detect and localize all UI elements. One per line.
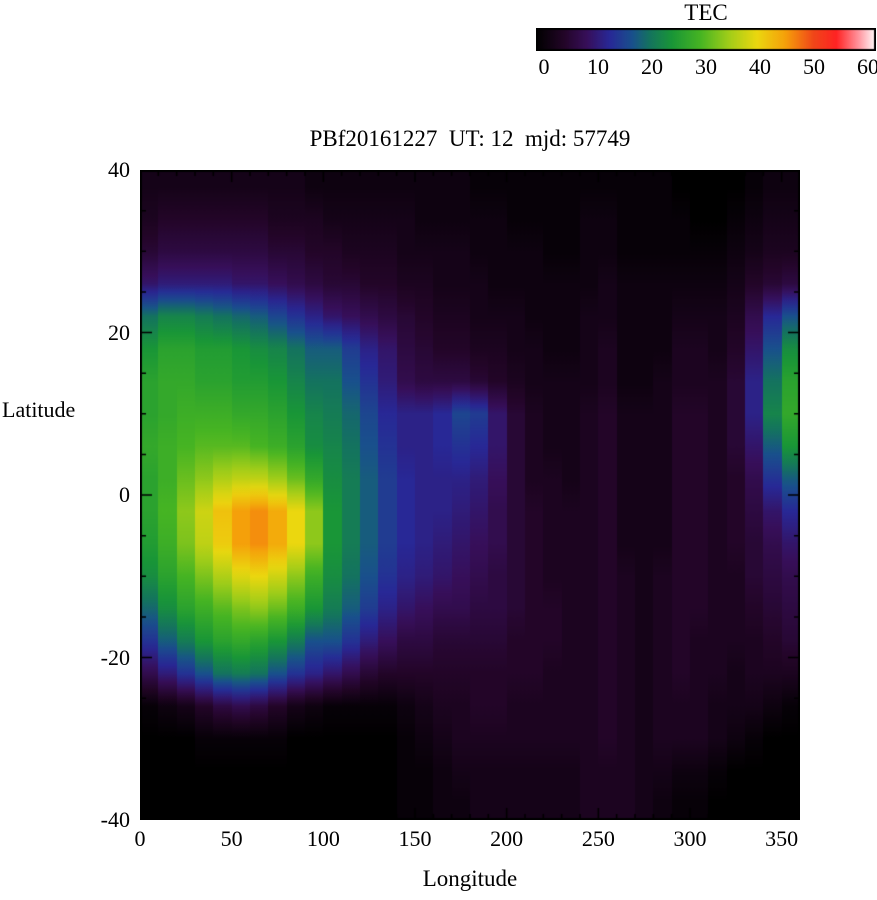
- y-axis-tick-label: 40: [108, 157, 130, 182]
- plot-title: PBf20161227 UT: 12 mjd: 57749: [309, 126, 631, 151]
- x-axis-tick-label: 0: [134, 826, 146, 851]
- colorbar-title: TEC: [684, 0, 728, 25]
- y-axis-tick-label: -40: [100, 807, 130, 832]
- colorbar-tick-label: 40: [749, 54, 771, 79]
- x-axis-label: Longitude: [422, 866, 518, 891]
- colorbar-tick-label: 0: [538, 54, 550, 79]
- colorbar-tick-label: 50: [803, 54, 825, 79]
- y-axis-ticks: -40 -20 0 20 40: [70, 157, 130, 832]
- y-axis-tick-label: 0: [119, 482, 130, 507]
- heatmap-canvas: [140, 170, 800, 820]
- x-axis-tick-label: 200: [490, 826, 524, 851]
- colorbar-tick-label: 30: [695, 54, 717, 79]
- colorbar-tick-label: 60: [857, 54, 877, 79]
- colorbar-tick-labels: 0 10 20 30 40 50 60: [539, 54, 877, 82]
- y-axis-tick-label: -20: [100, 644, 130, 670]
- x-axis-tick-label: 300: [673, 826, 707, 851]
- x-axis-tick-label: 350: [765, 826, 799, 851]
- colorbar-gradient: [536, 28, 876, 51]
- colorbar-tick-label: 10: [587, 54, 609, 79]
- y-axis-tick-label: 20: [108, 319, 130, 345]
- x-axis-tick-label: 250: [581, 826, 615, 851]
- x-axis-tick-label: 150: [398, 826, 432, 851]
- colorbar-tick-label: 20: [641, 54, 663, 79]
- x-axis-tick-label: 100: [306, 826, 340, 851]
- y-axis-label: Latitude: [2, 397, 76, 422]
- x-axis-tick-label: 50: [220, 826, 243, 851]
- x-axis-ticks: 0 50 100 150 200 250 300 350: [135, 826, 800, 854]
